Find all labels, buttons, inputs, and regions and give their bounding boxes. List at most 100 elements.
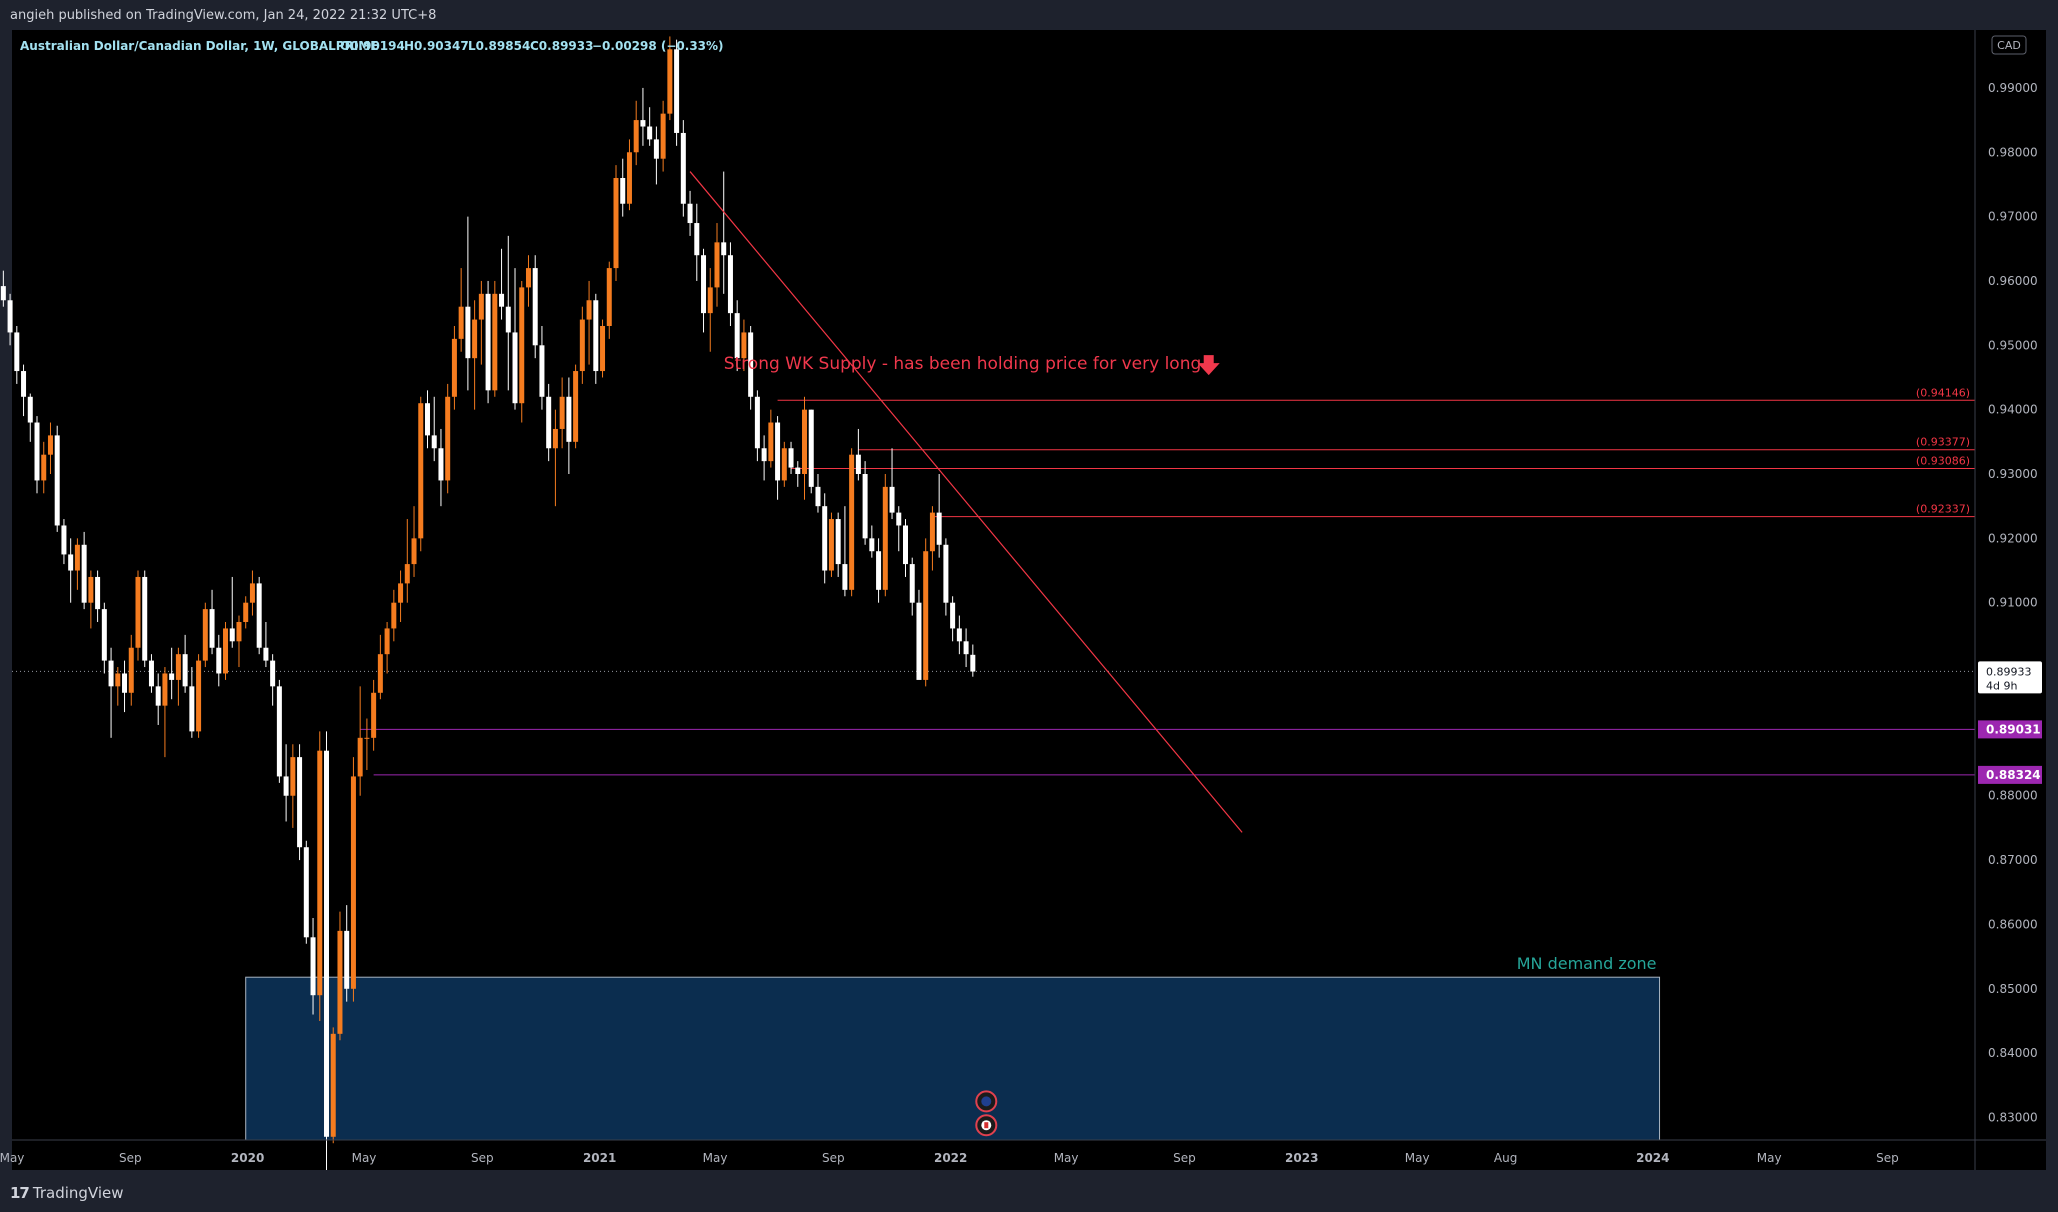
candle-body bbox=[270, 660, 276, 687]
candle-body bbox=[249, 583, 255, 603]
candle-body bbox=[929, 512, 935, 552]
candle-body bbox=[135, 576, 141, 648]
candle-body bbox=[263, 647, 269, 661]
y-tick-label: 0.95000 bbox=[1988, 338, 2038, 352]
candle-body bbox=[229, 628, 235, 642]
y-tick-label: 0.84000 bbox=[1988, 1046, 2038, 1060]
candle-body bbox=[81, 544, 87, 603]
candle-body bbox=[687, 203, 693, 224]
demand-zone bbox=[245, 976, 1661, 1141]
candle-body bbox=[88, 576, 94, 603]
tradingview-logo[interactable]: 17 TradingView bbox=[10, 1184, 124, 1202]
trend-line[interactable] bbox=[689, 171, 1243, 833]
candle-body bbox=[350, 776, 356, 989]
candle-body bbox=[532, 268, 538, 346]
candle-body bbox=[694, 223, 700, 256]
currency-badge bbox=[1991, 35, 2027, 55]
candle-body bbox=[822, 506, 828, 571]
candle-body bbox=[647, 126, 653, 140]
candle-body bbox=[68, 554, 74, 571]
candle-body bbox=[842, 564, 848, 590]
candle-body bbox=[519, 287, 525, 404]
candle-body bbox=[869, 538, 875, 552]
candle-body bbox=[371, 692, 377, 738]
brand-name: TradingView bbox=[32, 1184, 124, 1202]
candle-body bbox=[256, 583, 262, 648]
x-tick-label: Sep bbox=[119, 1151, 142, 1165]
candle-body bbox=[108, 660, 114, 687]
candle-body bbox=[290, 757, 296, 796]
candle-body bbox=[707, 287, 713, 314]
legend-high: H0.90347 bbox=[404, 39, 469, 53]
candle-body bbox=[324, 750, 330, 1137]
y-tick-label: 0.88000 bbox=[1988, 789, 2038, 803]
candle-body bbox=[902, 525, 908, 565]
ca-leaf bbox=[984, 1122, 989, 1129]
candle-body bbox=[283, 776, 289, 796]
y-tick-label: 0.91000 bbox=[1988, 596, 2038, 610]
currency-label: CAD bbox=[1997, 39, 2021, 52]
candle-body bbox=[896, 512, 902, 526]
x-tick-label: Sep bbox=[1876, 1151, 1899, 1165]
candle-body bbox=[674, 49, 680, 133]
x-tick-label: 2020 bbox=[231, 1151, 264, 1165]
trendline-layer[interactable] bbox=[689, 171, 1243, 833]
candle-body bbox=[828, 519, 834, 571]
candle-body bbox=[182, 654, 188, 687]
x-tick-label: Sep bbox=[822, 1151, 845, 1165]
candle-body bbox=[404, 564, 410, 584]
x-tick-label: 2021 bbox=[583, 1151, 616, 1165]
candle-body bbox=[458, 306, 464, 339]
candle-body bbox=[0, 286, 6, 301]
candle-body bbox=[525, 268, 531, 288]
candle-body bbox=[680, 132, 686, 204]
level-tag bbox=[1978, 765, 2042, 784]
candle-body bbox=[209, 609, 215, 648]
y-tick-label: 0.93000 bbox=[1988, 467, 2038, 481]
candle-body bbox=[754, 396, 760, 449]
price-line-label: (0.92337) bbox=[1916, 503, 1970, 516]
legend-low: L0.89854 bbox=[468, 39, 530, 53]
level-tag-label: 0.88324 bbox=[1986, 768, 2041, 782]
candle-body bbox=[855, 454, 861, 474]
footer-bar: 17 TradingView bbox=[0, 1170, 2058, 1212]
published-info: angieh published on TradingView.com, Jan… bbox=[10, 8, 437, 23]
price-line-label: (0.94146) bbox=[1916, 386, 1970, 399]
price-line-label: (0.93377) bbox=[1916, 436, 1970, 449]
candle-body bbox=[862, 474, 868, 539]
y-tick-label: 0.97000 bbox=[1988, 210, 2038, 224]
y-tick-label: 0.94000 bbox=[1988, 403, 2038, 417]
candle-body bbox=[546, 396, 552, 449]
candle-body bbox=[317, 750, 323, 996]
candle-body bbox=[802, 409, 808, 474]
candle-body bbox=[936, 512, 942, 545]
candle-body bbox=[653, 139, 659, 159]
candle-body bbox=[148, 660, 154, 687]
candle-body bbox=[384, 628, 390, 655]
level-tag bbox=[1978, 720, 2042, 739]
candle-body bbox=[667, 49, 673, 114]
y-tick-label: 0.92000 bbox=[1988, 531, 2038, 545]
x-tick-label: Aug bbox=[1494, 1151, 1517, 1165]
candle-body bbox=[21, 371, 27, 397]
candle-body bbox=[768, 422, 774, 462]
countdown-label: 4d 9h bbox=[1986, 679, 2017, 692]
candle-body bbox=[411, 538, 417, 565]
candle-body bbox=[626, 152, 632, 204]
candle-body bbox=[606, 268, 612, 326]
candle-body bbox=[876, 551, 882, 590]
current-price-label: 0.89933 bbox=[1986, 665, 2032, 678]
candles-layer bbox=[0, 36, 976, 1182]
candle-body bbox=[7, 300, 13, 333]
candle-body bbox=[559, 396, 565, 429]
candle-body bbox=[889, 486, 895, 513]
candle-body bbox=[74, 544, 80, 571]
candle-body bbox=[34, 422, 40, 481]
candle-body bbox=[330, 1033, 336, 1137]
candle-body bbox=[781, 448, 787, 481]
y-tick-label: 0.96000 bbox=[1988, 274, 2038, 288]
candle-body bbox=[775, 422, 781, 481]
candle-body bbox=[357, 737, 363, 777]
candle-body bbox=[963, 641, 969, 655]
